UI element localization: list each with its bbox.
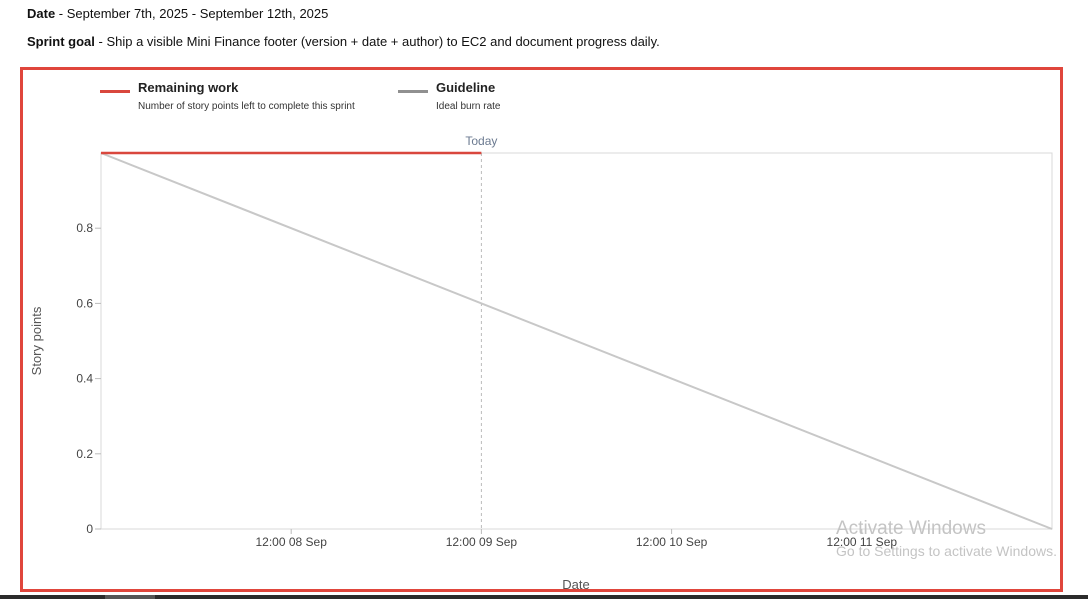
x-axis-title: Date <box>562 577 589 589</box>
date-label: Date <box>27 6 56 21</box>
y-tick-label: 0 <box>86 522 93 536</box>
taskbar-segment <box>105 595 155 599</box>
y-tick-label: 0.4 <box>76 372 93 386</box>
activation-watermark-title: Activate Windows <box>836 518 986 539</box>
legend-title-remaining-work: Remaining work <box>138 80 239 95</box>
legend-description-remaining-work: Number of story points left to complete … <box>138 101 355 112</box>
plot-area-border <box>100 152 1053 530</box>
legend-description-guideline: Ideal burn rate <box>436 101 501 112</box>
y-tick-label: 0.8 <box>76 221 93 235</box>
today-label: Today <box>465 134 497 148</box>
activation-watermark-subtitle: Go to Settings to activate Windows. <box>836 543 1057 559</box>
x-axis: 12:00 08 Sep 12:00 09 Sep 12:00 10 Sep 12:0… <box>255 529 897 549</box>
today-marker: Today <box>465 134 497 529</box>
sprint-goal-line: Sprint goal - Ship a visible Mini Financ… <box>27 34 660 49</box>
series-line-guideline <box>100 152 1053 530</box>
legend-swatch-remaining-work <box>100 90 130 93</box>
x-tick-label: 12:00 11 Sep <box>827 535 898 549</box>
y-axis: 0 0.2 0.4 0.6 0.8 <box>76 221 101 536</box>
legend-swatch-guideline <box>398 90 428 93</box>
burndown-chart-panel[interactable]: Remaining work Number of story points le… <box>20 67 1063 592</box>
date-value: - September 7th, 2025 - September 12th, … <box>55 6 329 21</box>
x-tick-label: 12:00 09 Sep <box>446 535 518 549</box>
y-tick-label: 0.2 <box>76 447 93 461</box>
y-tick-label: 0.6 <box>76 296 93 310</box>
x-tick-label: 12:00 10 Sep <box>636 535 708 549</box>
sprint-date-line: Date - September 7th, 2025 - September 1… <box>27 6 328 21</box>
x-tick-label: 12:00 08 Sep <box>255 535 327 549</box>
y-axis-title: Story points <box>29 306 44 375</box>
legend-title-guideline: Guideline <box>436 80 496 95</box>
sprint-goal-value: - Ship a visible Mini Finance footer (ve… <box>94 34 660 49</box>
burndown-chart: 00.20.40.60.8 12:00 08 Sep 12:00 09 Sep 12… <box>29 134 1053 589</box>
series-lines <box>100 151 1053 530</box>
sprint-goal-label: Sprint goal <box>27 34 95 49</box>
taskbar-strip <box>0 595 1088 599</box>
